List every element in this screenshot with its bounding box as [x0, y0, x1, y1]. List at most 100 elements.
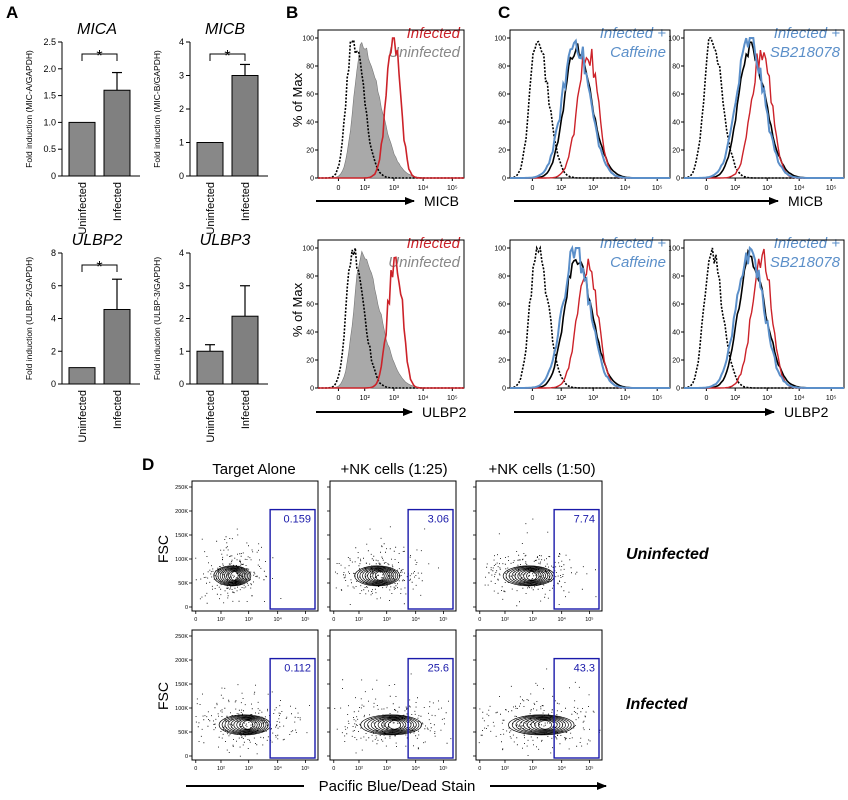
y-tick-label: 50K: [178, 730, 188, 736]
bar-infected: [103, 308, 131, 385]
infected-plus-drug-curve: [510, 244, 670, 389]
y-tick-label: 0: [310, 386, 314, 393]
col-title-1: Target Alone: [212, 461, 295, 478]
x-tick-label: 0: [530, 395, 534, 402]
contour-line: [226, 569, 242, 582]
x-tick-label: 10⁵: [447, 395, 458, 402]
contour-line: [367, 715, 417, 734]
y-tick-label: 2.5: [43, 37, 56, 47]
x-tick-label: 10²: [355, 617, 363, 623]
x-tick-label: 0: [336, 185, 340, 192]
y-tick-label: 0: [179, 171, 184, 181]
contour-line: [362, 567, 395, 585]
bar-uninfected: [68, 367, 96, 385]
panel-d-flow-plots: Target Alone +NK cells (1:25) +NK cells …: [155, 461, 710, 795]
bar-infected: [231, 75, 259, 177]
flow-plot-r2-c2: 0 10² 10³ 10⁴ 10⁵ 25.6: [327, 629, 457, 772]
contour-line: [215, 566, 250, 586]
x-tick-label: 10²: [217, 617, 225, 623]
caffeine-label-bottom-1: Infected +: [600, 235, 667, 252]
x-tick-label: 10³: [389, 395, 400, 402]
y-axis-label: Fold induction (MIC-B/GAPDH): [152, 50, 162, 168]
legend-infected-bottom: Infected: [407, 235, 461, 252]
x-tick-label: 10⁵: [826, 395, 837, 402]
x-tick-label: 10⁵: [826, 185, 837, 192]
y-tick-label: 60: [672, 92, 680, 99]
infected-plus-drug-curve: [510, 38, 670, 179]
sb-label-top-1: Infected +: [774, 25, 841, 42]
contour-line: [508, 566, 551, 585]
y-tick-label: 6: [51, 281, 56, 291]
xlabel-c-top: MICB: [788, 193, 823, 209]
bar-chart-ulbp3: ULBP3 0 1 2 3 4 Fold induction (ULBP-3/GAPDH) U…: [152, 232, 268, 443]
histogram-frame: 0 20 40 60 80 100 0 10² 10³ 10⁴ 10⁵: [668, 29, 845, 192]
panel-label-b: B: [286, 3, 298, 22]
panel-c-histograms: Infected + Caffeine Infected + SB218078 …: [494, 25, 845, 420]
x-tick-label: 10⁵: [585, 765, 593, 772]
x-tick-label: 10³: [588, 395, 599, 402]
contour-line: [354, 565, 401, 587]
y-tick-label: 150K: [175, 682, 188, 688]
y-tick-label: 80: [672, 64, 680, 71]
y-tick-label: 20: [498, 148, 506, 155]
x-tick-label: 0: [478, 766, 481, 772]
x-tick-label: 0: [530, 185, 534, 192]
y-tick-label: 1.0: [43, 117, 56, 127]
histogram-c-caffeine-micb: 0 20 40 60 80 100 0 10² 10³ 10⁴ 10⁵: [494, 30, 671, 192]
infected-curve: [684, 49, 844, 179]
panel-b-histograms: % of Max % of Max Infected Uninfected In…: [290, 25, 467, 420]
col-title-3: +NK cells (1:50): [488, 461, 595, 478]
gate-percentage: 3.06: [428, 514, 449, 526]
panel-b-ylabel-top: % of Max: [290, 72, 305, 127]
x-tick-label: 0: [478, 617, 481, 623]
plot-frame: [329, 480, 457, 612]
contour-line: [221, 715, 269, 735]
flow-plot-r1-c3: 0 10² 10³ 10⁴ 10⁵ 7.74: [473, 480, 603, 623]
contour-line: [369, 569, 389, 582]
contour-line: [523, 717, 564, 733]
gate-percentage: 0.159: [283, 514, 311, 526]
y-tick-label: 80: [498, 64, 506, 71]
x-tick-label: 10⁴: [620, 395, 631, 402]
y-tick-label: 100: [494, 246, 506, 253]
y-tick-label: 3: [179, 71, 184, 81]
contour-line: [381, 718, 407, 731]
legend-infected-top: Infected: [407, 25, 461, 42]
gate-box: [269, 508, 316, 610]
bar-chart-title: MICB: [205, 21, 245, 38]
histogram-c-sb218078-ulbp2: 0 20 40 60 80 100 0 10² 10³ 10⁴ 10⁵: [668, 240, 845, 402]
y-tick-label: 8: [51, 248, 56, 258]
y-tick-label: 0: [179, 379, 184, 389]
y-tick-label: 0: [310, 176, 314, 183]
row-label-infected: Infected: [626, 696, 689, 713]
x-tick-label: 10⁴: [273, 765, 282, 772]
x-tick-label: 10⁴: [794, 185, 805, 192]
y-tick-label: 60: [498, 92, 506, 99]
y-tick-label: 100: [494, 36, 506, 43]
infected-plus-drug-curve: [684, 37, 844, 179]
y-tick-label: 100K: [175, 706, 188, 712]
contour-line: [239, 719, 256, 731]
x-tick-label: 0: [336, 395, 340, 402]
y-tick-label: 0: [502, 386, 506, 393]
plot-frame: [191, 629, 319, 761]
contour-line: [505, 566, 553, 586]
plot-frame: [475, 629, 603, 761]
y-tick-label: 0: [51, 171, 56, 181]
y-tick-label: 50K: [178, 581, 188, 587]
significance-bracket: [81, 264, 118, 272]
y-tick-label: 0: [502, 176, 506, 183]
significance-bracket: [81, 53, 118, 61]
flow-plot-r1-c1: 0 50K 100K 150K 200K 250K 0 10² 10³ 10⁴ 10⁵ 0.159: [175, 480, 319, 623]
histogram-b-ulbp2: 0 20 40 60 80 100 0 10² 10³ 10⁴ 10⁵: [302, 239, 465, 402]
y-tick-label: 20: [672, 148, 680, 155]
contour-line: [213, 565, 252, 587]
gate-box: [407, 657, 454, 759]
panel-b-ylabel-bottom: % of Max: [290, 282, 305, 337]
x-tick-label: 10⁵: [652, 185, 663, 192]
contour-line: [363, 715, 420, 735]
x-tick-label: 10⁵: [439, 616, 447, 623]
category-label: Uninfected: [205, 182, 217, 235]
isotype-control-curve: [318, 247, 464, 389]
sb-label-top-2: SB218078: [770, 44, 841, 61]
